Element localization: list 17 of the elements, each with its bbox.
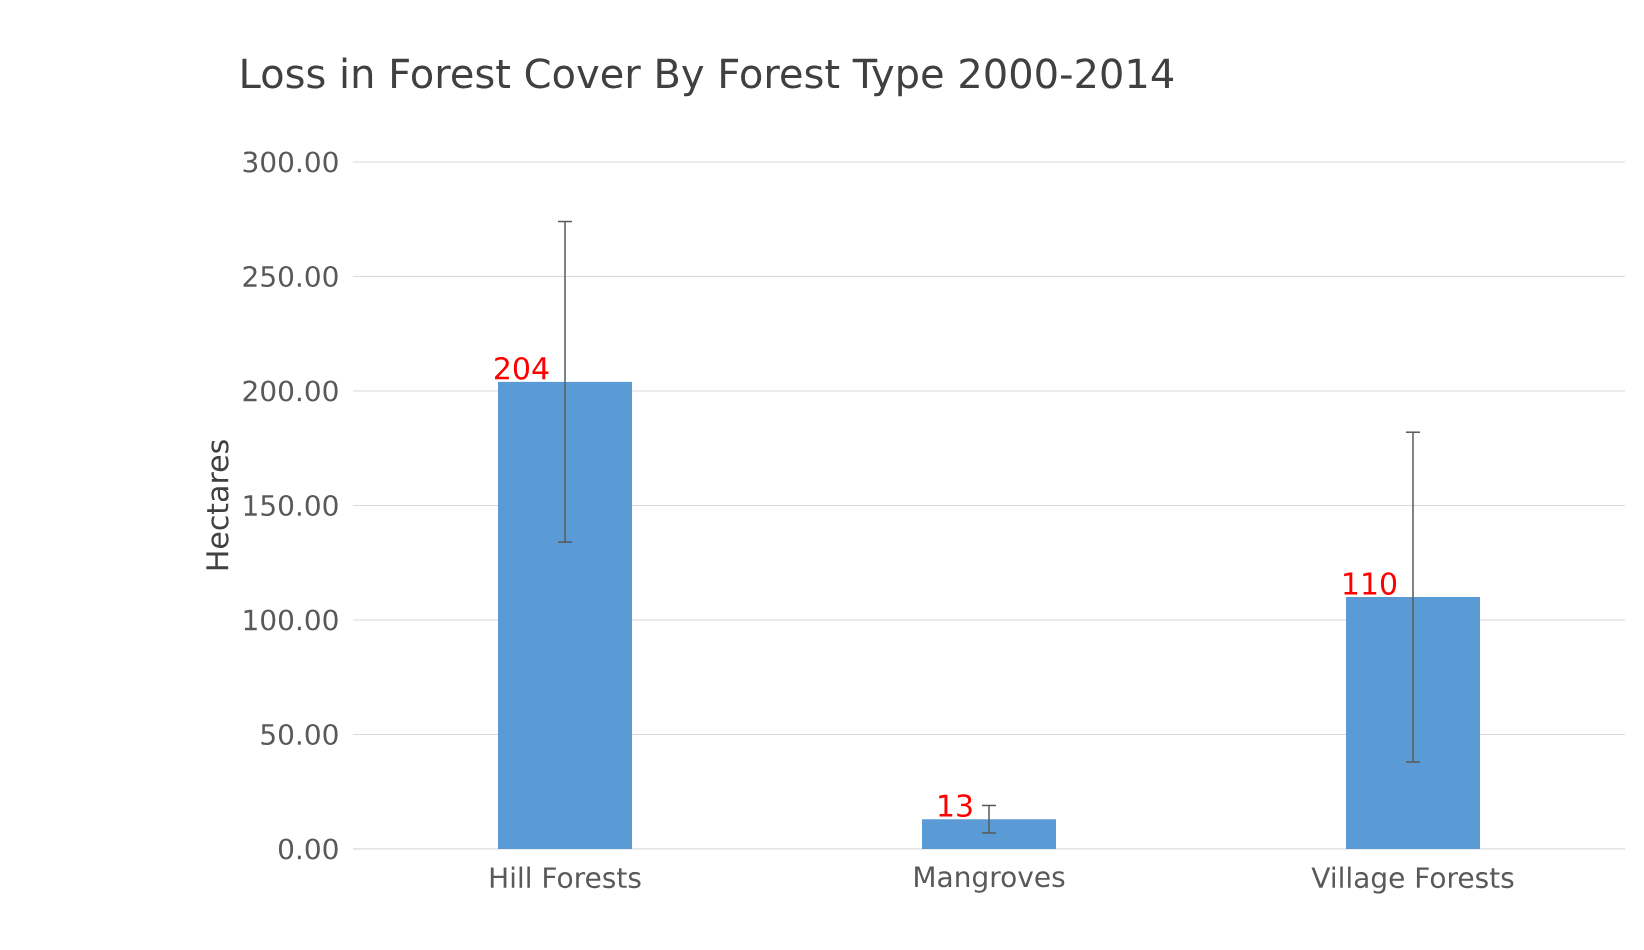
y-tick-label: 150.00 <box>244 494 338 517</box>
y-tick-label: 0.00 <box>278 838 338 860</box>
x-tick-label: Mangroves <box>915 866 1065 893</box>
x-tick-label: Village Forests <box>1311 866 1514 894</box>
data-label: 13 <box>939 794 972 818</box>
y-axis-title: Hectares <box>206 440 229 570</box>
bar <box>498 381 633 849</box>
y-tick-label: 100.00 <box>244 609 338 631</box>
data-label: 110 <box>1344 572 1397 595</box>
data-label: 204 <box>495 356 549 380</box>
y-tick-label: 200.00 <box>243 380 338 402</box>
x-tick-label: Hill Forests <box>490 866 641 889</box>
bar <box>922 819 1056 849</box>
y-tick-label: 250.00 <box>243 265 338 288</box>
y-tick-label: 50.00 <box>261 723 338 746</box>
chart-title: Loss in Forest Cover By Forest Type 2000-2014 <box>242 57 1174 97</box>
y-tick-label: 300.00 <box>243 151 338 173</box>
